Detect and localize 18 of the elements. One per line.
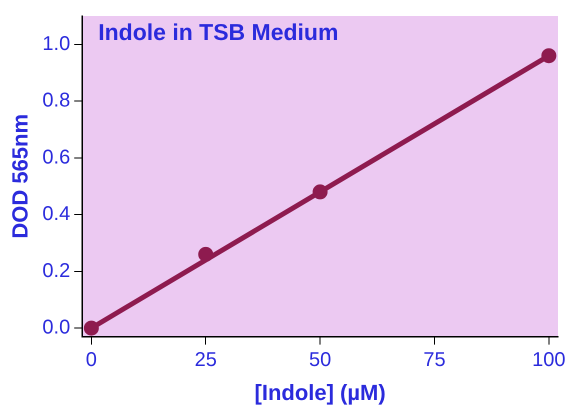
y-tick-label: 0.8 <box>42 90 70 112</box>
chart-title: Indole in TSB Medium <box>98 18 338 45</box>
x-tick-label: 100 <box>532 349 566 372</box>
x-tick-label: 25 <box>194 349 217 372</box>
point <box>312 184 328 200</box>
y-tick-label: 0.2 <box>42 260 70 282</box>
y-tick-label: 0.4 <box>42 203 70 226</box>
y-tick-label: 0.0 <box>42 316 70 339</box>
point <box>198 246 214 262</box>
y-tick-label: 1.0 <box>42 32 70 55</box>
point <box>541 48 556 64</box>
y-tick-label: 0.6 <box>42 146 70 168</box>
point <box>84 320 99 336</box>
x-tick-label: 75 <box>423 349 446 372</box>
x-tick-label: 50 <box>308 349 332 372</box>
x-axis-title: [Indole] (µM) <box>254 380 386 405</box>
x-tick-label: 0 <box>86 349 97 372</box>
y-axis-title: DOD 565nm <box>7 114 32 239</box>
